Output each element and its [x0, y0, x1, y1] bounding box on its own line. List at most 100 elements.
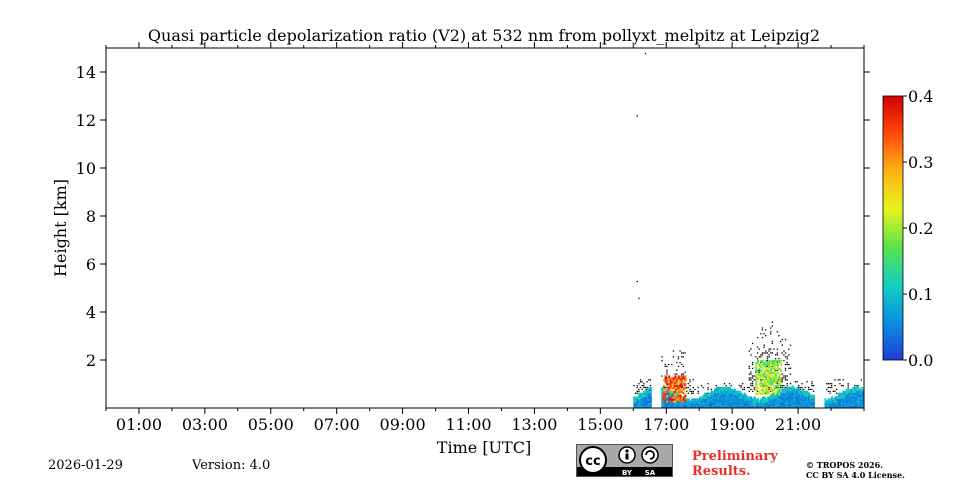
heatmap-cell — [804, 404, 807, 407]
noise-pixel — [641, 381, 643, 383]
heatmap-cell — [793, 386, 796, 390]
heatmap-cell — [667, 386, 670, 390]
heatmap-cell — [835, 400, 839, 403]
heatmap-cell — [674, 388, 677, 392]
sa-icon — [641, 446, 659, 464]
heatmap-cell — [768, 361, 771, 365]
heatmap-cell — [760, 371, 763, 374]
heatmap-cell — [677, 381, 680, 384]
heatmap-cell — [857, 396, 860, 399]
heatmap-cell — [661, 388, 664, 392]
heatmap-cell — [798, 400, 801, 403]
heatmap-cell — [756, 377, 759, 380]
heatmap-cell — [786, 390, 789, 394]
heatmap-cell — [855, 398, 858, 401]
heatmap-cell — [766, 363, 769, 367]
heatmap-cell — [801, 390, 804, 394]
heatmap-cell — [661, 392, 664, 395]
heatmap-cell — [664, 379, 667, 382]
heatmap-cell — [649, 404, 652, 407]
heatmap-cell — [676, 394, 679, 397]
heatmap-cell — [788, 388, 791, 392]
noise-pixel — [641, 388, 643, 391]
heatmap-cell — [728, 394, 731, 397]
heatmap-cell — [768, 375, 771, 378]
heatmap-cell — [699, 402, 702, 405]
heatmap-cell — [756, 371, 759, 374]
heatmap-cell — [786, 406, 789, 409]
noise-pixel — [666, 365, 668, 368]
heatmap-cell — [710, 398, 713, 401]
heatmap-cell — [849, 394, 852, 397]
heatmap-cell — [671, 406, 674, 409]
noise-pixel — [761, 352, 764, 354]
heatmap-cell — [695, 406, 698, 409]
heatmap-cell — [728, 396, 731, 399]
heatmap-cell — [728, 402, 731, 405]
heatmap-cell — [791, 400, 794, 403]
heatmap-cell — [634, 398, 637, 401]
heatmap-cell — [727, 400, 730, 403]
heatmap-cell — [727, 386, 730, 390]
heatmap-cell — [677, 394, 680, 397]
heatmap-cell — [779, 377, 783, 380]
heatmap-cell — [641, 392, 644, 395]
noise-pixel — [750, 348, 752, 350]
heatmap-cell — [710, 396, 713, 399]
heatmap-cell — [720, 406, 723, 409]
heatmap-cell — [784, 404, 787, 407]
heatmap-cell — [714, 388, 717, 392]
noise-pixel — [682, 356, 685, 358]
heatmap-cell — [669, 390, 672, 394]
heatmap-cell — [677, 388, 680, 392]
heatmap-cell — [811, 400, 814, 403]
heatmap-cell — [705, 402, 708, 405]
noise-pixel — [783, 377, 785, 379]
heatmap-cell — [779, 404, 783, 407]
x-tick-label: 17:00 — [643, 415, 689, 434]
heatmap-cell — [648, 388, 651, 392]
heatmap-cell — [750, 406, 753, 409]
noise-pixel — [686, 390, 688, 393]
heatmap-cell — [755, 363, 758, 367]
heatmap-cell — [847, 396, 850, 399]
heatmap-cell — [770, 363, 773, 367]
noise-pixel — [755, 356, 757, 358]
heatmap-cell — [686, 402, 689, 405]
noise-pixel — [803, 388, 805, 391]
heatmap-cell — [758, 406, 761, 409]
heatmap-cell — [747, 406, 750, 409]
heatmap-cell — [730, 390, 733, 394]
heatmap-cell — [784, 402, 787, 405]
heatmap-cell — [789, 388, 792, 392]
heatmap-cell — [807, 404, 811, 407]
heatmap-cell — [801, 392, 804, 395]
heatmap-cell — [730, 394, 733, 397]
noise-pixel — [751, 390, 754, 393]
heatmap-cell — [776, 400, 779, 403]
noise-pixel — [829, 386, 831, 389]
heatmap-cell — [669, 379, 672, 382]
heatmap-cell — [827, 402, 830, 405]
heatmap-cell — [709, 404, 712, 407]
heatmap-cell — [742, 404, 745, 407]
heatmap-cell — [676, 402, 679, 405]
heatmap-cell — [775, 392, 778, 395]
heatmap-cell — [778, 386, 781, 390]
noise-pixel — [636, 280, 638, 283]
noise-pixel — [766, 356, 769, 358]
heatmap-cell — [812, 396, 815, 399]
heatmap-cell — [671, 379, 674, 382]
heatmap-cell — [669, 392, 672, 395]
noise-pixel — [672, 350, 675, 352]
noise-pixel — [801, 383, 803, 385]
heatmap-cell — [831, 398, 834, 401]
heatmap-cell — [771, 400, 774, 403]
heatmap-cell — [860, 390, 863, 394]
noise-pixel — [748, 367, 750, 369]
heatmap-cell — [768, 377, 771, 380]
noise-pixel — [667, 363, 670, 366]
noise-pixel — [807, 386, 810, 389]
by-label: BY — [622, 469, 633, 476]
heatmap-cell — [692, 400, 695, 403]
